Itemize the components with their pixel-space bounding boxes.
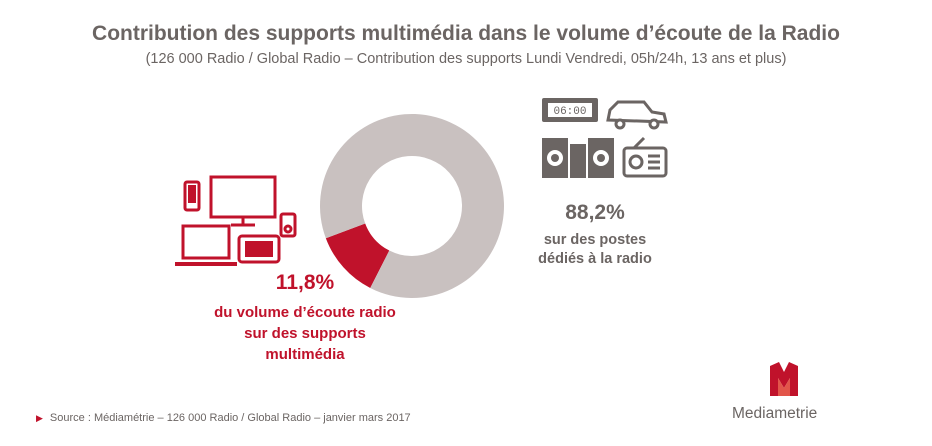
clock-display-text: 06:00	[553, 106, 586, 118]
laptop-icon	[175, 224, 237, 266]
multimedia-percentage: 11,8%	[275, 271, 335, 294]
radio-devices-icon: 06:00	[542, 98, 668, 178]
tablet-icon	[237, 234, 281, 264]
multimedia-description-line: du volume d’écoute radio	[214, 304, 396, 321]
radio-description: sur des postes dédiés à la radio	[505, 231, 685, 269]
radio-percentage: 88,2%	[565, 201, 625, 224]
source-note: ▶ Source : Médiamétrie – 126 000 Radio / …	[36, 412, 411, 424]
radio-description-line: sur des postes	[543, 232, 647, 248]
monitor-icon	[209, 175, 277, 227]
multimedia-description-line: sur des supports	[244, 325, 366, 342]
car-icon	[606, 100, 668, 130]
donut-slice-radio	[320, 113, 504, 298]
multimedia-description: du volume d’écoute radio sur des support…	[170, 302, 440, 365]
multimedia-description-line: multimédia	[265, 346, 345, 363]
mp3-player-icon	[279, 212, 297, 238]
multimedia-devices-icon	[175, 175, 297, 266]
source-text: Source : Médiamétrie – 126 000 Radio / G…	[49, 412, 411, 424]
smartphone-icon	[183, 180, 201, 212]
mediametrie-logo-text: Mediametrie	[732, 405, 818, 422]
donut-slice-multimedia	[325, 223, 390, 288]
radio-description-line: dédiés à la radio	[538, 251, 652, 267]
alarm-clock-radio-icon: 06:00	[542, 98, 598, 122]
radio-set-icon	[622, 136, 668, 178]
hifi-system-icon	[542, 138, 614, 178]
mediametrie-logo-icon	[770, 362, 798, 396]
chart-subtitle: (126 000 Radio / Global Radio – Contribu…	[145, 51, 787, 67]
bullet-arrow-icon: ▶	[36, 413, 43, 423]
chart-title: Contribution des supports multimédia dan…	[92, 22, 840, 45]
